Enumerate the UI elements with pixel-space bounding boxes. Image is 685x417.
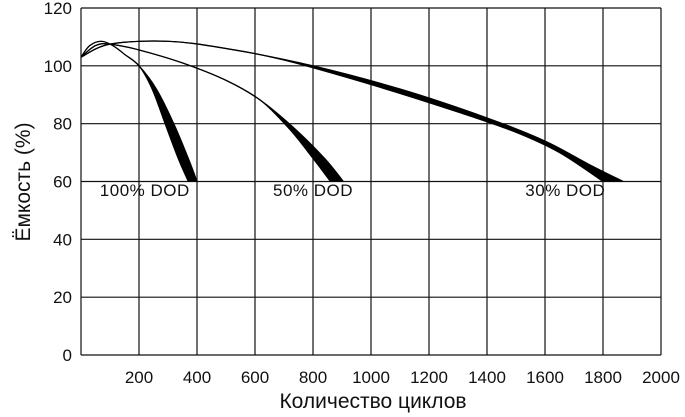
series-labels: 100% DOD 50% DOD 30% DOD — [100, 181, 605, 200]
series-label-2: 30% DOD — [525, 181, 605, 200]
series-bands — [80, 40, 624, 183]
y-axis-label: Ёмкость (%) — [12, 122, 35, 241]
y-tick-label: 20 — [53, 288, 72, 307]
x-tick-label: 600 — [241, 368, 269, 387]
x-tick-label: 200 — [125, 368, 153, 387]
series-label-0: 100% DOD — [100, 181, 190, 200]
series-line-lower-2 — [80, 40, 604, 182]
tick-labels: 0 20 40 60 80 100 120 200 400 600 800 1000 1200 1400 1… — [44, 0, 680, 387]
y-tick-label: 100 — [44, 57, 72, 76]
y-tick-label: 60 — [53, 173, 72, 192]
series-line-lower-0 — [80, 40, 189, 182]
y-tick-label: 0 — [63, 346, 72, 365]
series-line-lower-1 — [80, 43, 331, 182]
series-band-0 — [81, 41, 197, 182]
x-axis-label: Количество циклов — [279, 390, 466, 413]
x-tick-label: 1200 — [410, 368, 448, 387]
y-tick-label: 40 — [53, 230, 72, 249]
x-tick-label: 2000 — [642, 368, 680, 387]
x-tick-label: 400 — [183, 368, 211, 387]
x-tick-label: 1400 — [468, 368, 506, 387]
y-tick-label: 120 — [44, 0, 72, 18]
x-tick-label: 1800 — [584, 368, 622, 387]
x-tick-label: 800 — [299, 368, 327, 387]
series-label-1: 50% DOD — [273, 181, 353, 200]
y-tick-label: 80 — [53, 115, 72, 134]
x-tick-label: 1000 — [352, 368, 390, 387]
x-tick-label: 1600 — [526, 368, 564, 387]
